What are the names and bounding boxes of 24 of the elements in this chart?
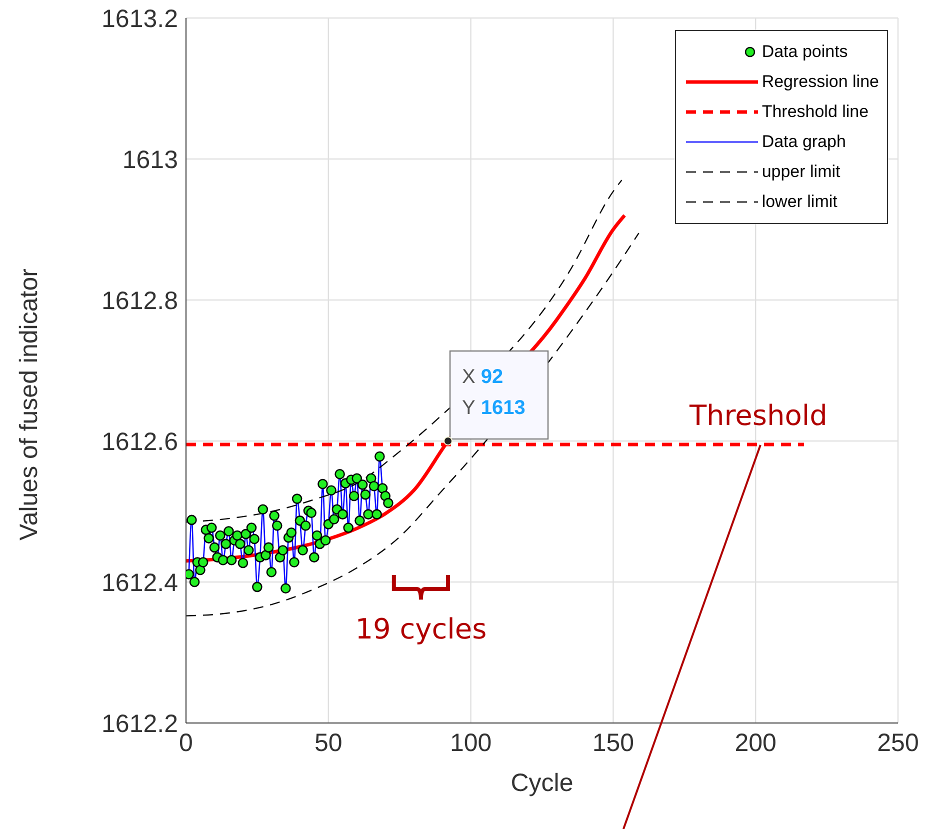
x-tick-label: 150 — [592, 728, 634, 757]
annotation: Y 1613 — [462, 397, 526, 419]
y-axis-title: Values of fused indicator — [14, 268, 43, 540]
x-axis-title: Cycle — [510, 769, 574, 797]
annotation: 19 cycles — [355, 612, 487, 646]
annotation: Threshold — [688, 399, 828, 432]
legend-label: lower limit — [762, 191, 838, 213]
legend-label: Data points — [762, 41, 848, 63]
y-tick-label: 1612.6 — [102, 428, 178, 456]
legend-label: Data graph — [762, 131, 846, 153]
legend-label: Regression line — [762, 71, 879, 93]
y-tick-label: 1613 — [122, 146, 178, 174]
x-tick-label: 50 — [314, 728, 342, 757]
x-tick-label: 200 — [734, 728, 776, 757]
y-tick-label: 1612.8 — [102, 286, 178, 315]
legend-label: Threshold line — [762, 101, 869, 123]
annotation: X 92 — [462, 366, 504, 388]
x-tick-label: 250 — [877, 728, 919, 757]
x-tick-label: 0 — [179, 728, 193, 757]
y-tick-label: 1612.4 — [102, 568, 178, 597]
legend-label: upper limit — [762, 161, 840, 183]
y-tick-label: 1612.2 — [102, 710, 178, 738]
y-tick-label: 1613.2 — [102, 4, 178, 33]
x-tick-label: 100 — [450, 728, 492, 757]
